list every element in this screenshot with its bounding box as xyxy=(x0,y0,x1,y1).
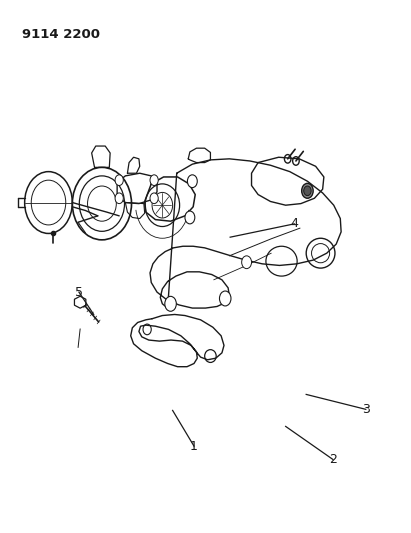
Ellipse shape xyxy=(187,175,197,188)
Text: 9114 2200: 9114 2200 xyxy=(22,28,100,41)
Text: 3: 3 xyxy=(362,403,370,416)
Ellipse shape xyxy=(115,175,123,185)
Ellipse shape xyxy=(219,291,231,306)
Ellipse shape xyxy=(185,211,195,224)
Ellipse shape xyxy=(150,175,158,185)
Ellipse shape xyxy=(304,186,311,196)
Ellipse shape xyxy=(165,296,176,311)
Ellipse shape xyxy=(115,193,123,204)
Text: 2: 2 xyxy=(329,453,337,466)
Text: 1: 1 xyxy=(190,440,198,453)
Ellipse shape xyxy=(150,193,158,204)
Ellipse shape xyxy=(302,183,313,198)
Text: 4: 4 xyxy=(290,217,298,230)
Ellipse shape xyxy=(242,256,252,269)
Text: 5: 5 xyxy=(75,286,83,298)
